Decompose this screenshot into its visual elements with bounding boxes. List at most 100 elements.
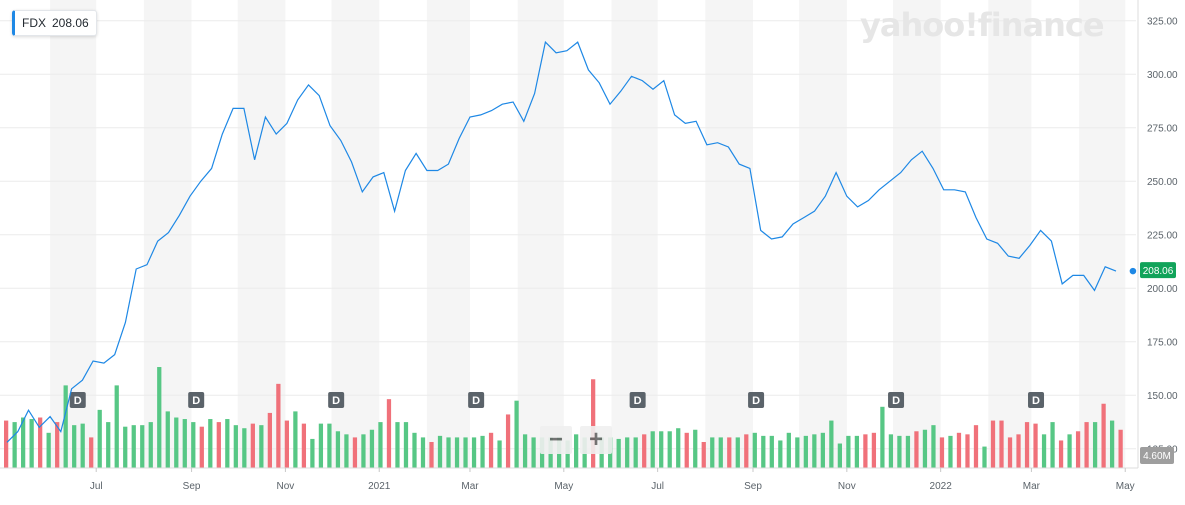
volume-bar [1016, 434, 1021, 468]
volume-bar [735, 437, 740, 468]
dividend-marker-label: D [634, 395, 642, 407]
volume-bar [284, 420, 290, 468]
volume-bar [1092, 422, 1098, 468]
volume-bar [820, 432, 825, 468]
volume-bar [1007, 437, 1013, 468]
zoom-out-button[interactable]: − [540, 426, 572, 454]
volume-bar [1118, 429, 1123, 468]
volume-bar [89, 437, 94, 468]
volume-bar [693, 429, 698, 468]
dividend-marker[interactable]: D [1028, 392, 1045, 408]
volume-bar [1024, 422, 1030, 468]
dividend-marker[interactable]: D [69, 392, 86, 408]
volume-bar [208, 419, 213, 468]
volume-bar [574, 434, 579, 468]
volume-bar [63, 385, 68, 468]
volume-bar [216, 422, 221, 468]
last-price-tag [1140, 262, 1176, 279]
volume-bar [565, 440, 570, 468]
volume-bar [973, 425, 979, 468]
volume-bar [642, 434, 647, 468]
volume-bar [999, 420, 1004, 468]
dividend-marker-label: D [892, 395, 900, 407]
volume-bar [97, 409, 102, 468]
yahoo-finance-logo: yahoo!finance [860, 6, 1105, 44]
dividend-marker[interactable]: D [748, 392, 765, 408]
volume-bar [888, 434, 894, 468]
volume-bar [344, 434, 349, 468]
x-tick-label: May [554, 481, 573, 492]
month-band [705, 0, 754, 468]
volume-tag [1140, 447, 1174, 464]
dividend-marker-box [1028, 392, 1045, 408]
volume-bar [939, 437, 945, 468]
volume-bar [182, 419, 187, 468]
volume-bar [225, 419, 230, 468]
month-bands [50, 0, 1126, 468]
volume-bar [854, 435, 860, 468]
price-tags: 208.06 4.60M [1140, 262, 1176, 464]
volume-bar [29, 419, 34, 468]
zoom-in-button[interactable]: + [580, 426, 612, 454]
volume-bar [1075, 431, 1081, 468]
dividend-marker[interactable]: D [888, 392, 905, 408]
volume-bar [1109, 420, 1115, 468]
volume-bar [148, 422, 153, 468]
month-band [143, 0, 192, 468]
volume-bar [1101, 403, 1106, 468]
y-axis: 325.00 300.00 275.00 250.00 225.00 200.00 175.… [1137, 0, 1178, 468]
volume-bar [922, 429, 928, 468]
dividend-marker[interactable]: D [468, 392, 485, 408]
dividend-marker[interactable]: D [328, 392, 345, 408]
volume-bar [1067, 434, 1072, 468]
volume-bar [829, 420, 834, 468]
x-tick-label: Sep [744, 481, 762, 492]
month-band [1079, 0, 1126, 468]
dividend-marker[interactable]: D [188, 392, 205, 408]
volume-bar [301, 423, 307, 468]
month-band [892, 0, 941, 468]
volume-bar [123, 426, 128, 468]
volume-bar [259, 425, 264, 468]
ticker-badge[interactable]: FDX 208.06 [12, 10, 97, 36]
dividend-marker-box [888, 392, 905, 408]
volume-bar [471, 437, 477, 468]
volume-bar [72, 425, 77, 468]
price-line [6, 40, 1138, 443]
volume-bar [956, 432, 962, 468]
volume-bar [480, 435, 485, 468]
volume-bar [429, 441, 434, 468]
x-tick-label: Jul [651, 481, 664, 492]
volume-bar [106, 422, 111, 468]
volume-bar [403, 422, 409, 468]
volume-bar [454, 437, 460, 468]
x-tick-label: Nov [838, 481, 856, 492]
volume-bar [386, 399, 392, 468]
dividend-marker[interactable]: D [629, 392, 646, 408]
volume-bar [727, 437, 732, 468]
volume-bar [514, 400, 519, 468]
volume-bar [931, 425, 936, 468]
volume-bar [667, 431, 672, 468]
volume-bar [897, 435, 902, 468]
dividend-marker-label: D [1032, 395, 1040, 407]
dividend-marker-label: D [74, 395, 82, 407]
volume-bar [744, 434, 749, 468]
x-tick-label: 2022 [930, 481, 953, 492]
volume-bar [12, 422, 17, 468]
volume-bar [361, 434, 366, 468]
volume-bar [505, 414, 511, 468]
x-axis: Jul Sep Nov 2021 Mar May Jul Sep Nov 2022 Mar May [0, 467, 1138, 492]
volume-bar [497, 440, 502, 468]
volume-bar [914, 431, 919, 468]
dividend-marker-box [328, 392, 345, 408]
volume-bar [267, 412, 272, 468]
volume-bar [233, 425, 238, 468]
volume-bar [863, 434, 868, 468]
volume-bar [293, 411, 298, 468]
volume-bar [905, 435, 911, 468]
volume-bar [199, 426, 204, 468]
volume-bar [522, 434, 528, 468]
